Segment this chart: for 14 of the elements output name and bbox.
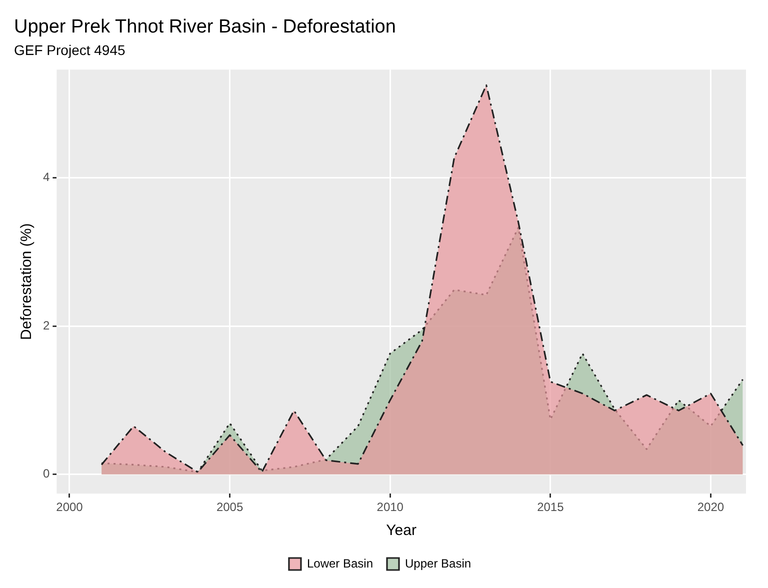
x-axis-title: Year bbox=[386, 522, 416, 540]
x-tick-label: 2020 bbox=[697, 500, 724, 514]
y-tick-label: 4 bbox=[42, 170, 50, 184]
y-axis-title: Deforestation (%) bbox=[18, 223, 36, 340]
x-tick-label: 2010 bbox=[376, 500, 404, 514]
x-tick-label: 2005 bbox=[216, 500, 244, 514]
x-tick-label: 2015 bbox=[537, 500, 564, 514]
legend-label: Lower Basin bbox=[306, 556, 374, 570]
x-tick-label: 2000 bbox=[56, 500, 84, 514]
legend-label: Upper Basin bbox=[405, 556, 472, 570]
chart-subtitle: GEF Project 4945 bbox=[14, 42, 126, 58]
y-tick-label: 2 bbox=[42, 318, 50, 332]
y-tick-label: 0 bbox=[42, 466, 50, 481]
chart-title: Upper Prek Thnot River Basin - Deforestation bbox=[14, 16, 396, 38]
